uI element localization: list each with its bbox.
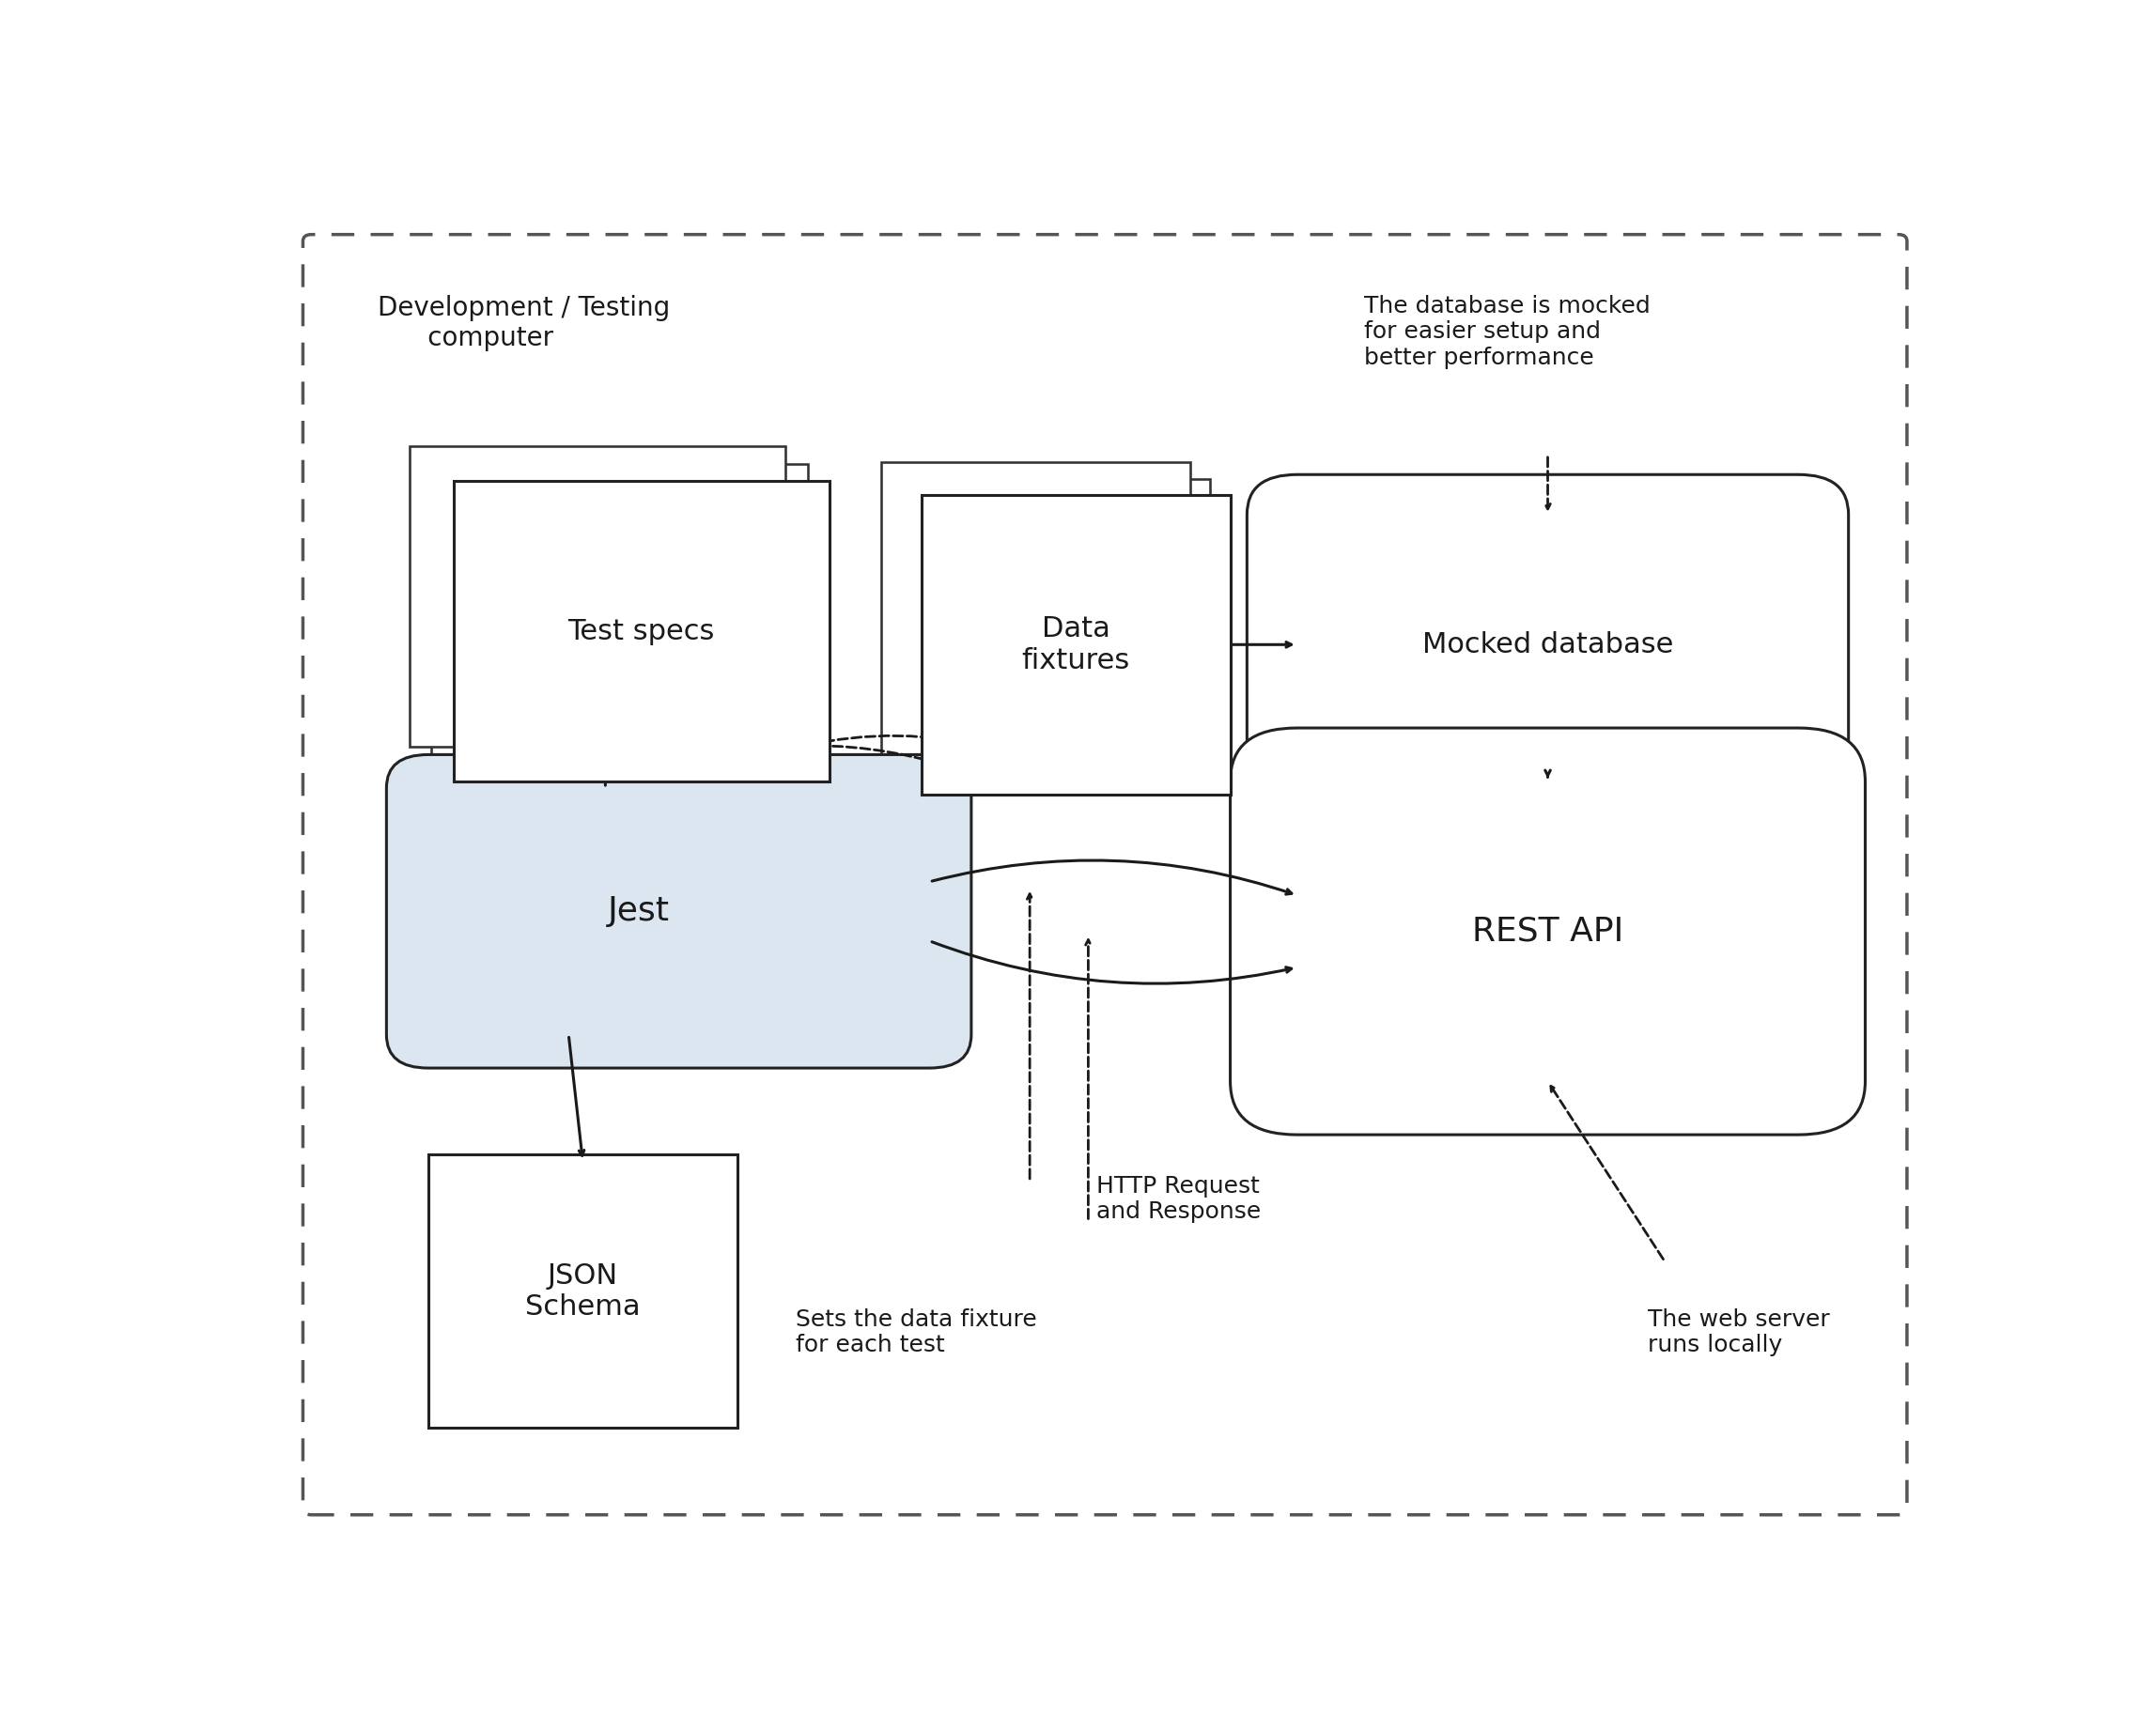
Text: Test specs: Test specs: [567, 618, 716, 644]
FancyBboxPatch shape: [921, 495, 1231, 795]
FancyBboxPatch shape: [429, 1155, 737, 1429]
FancyBboxPatch shape: [453, 481, 830, 781]
FancyBboxPatch shape: [1231, 727, 1865, 1134]
Text: Jest: Jest: [608, 895, 671, 927]
Text: The web server
runs locally: The web server runs locally: [1647, 1308, 1830, 1356]
Text: JSON
Schema: JSON Schema: [526, 1263, 640, 1322]
FancyBboxPatch shape: [302, 234, 1906, 1516]
Text: The database is mocked
for easier setup and
better performance: The database is mocked for easier setup …: [1365, 294, 1649, 369]
Text: HTTP Request
and Response: HTTP Request and Response: [1097, 1174, 1261, 1223]
FancyBboxPatch shape: [410, 447, 785, 746]
FancyBboxPatch shape: [386, 755, 970, 1069]
Text: REST API: REST API: [1473, 916, 1623, 947]
Text: Development / Testing
      computer: Development / Testing computer: [377, 294, 671, 352]
FancyBboxPatch shape: [882, 462, 1190, 762]
Text: Sets the data fixture
for each test: Sets the data fixture for each test: [796, 1308, 1037, 1356]
Text: Data
fixtures: Data fixtures: [1022, 615, 1130, 674]
FancyBboxPatch shape: [1246, 475, 1848, 814]
FancyBboxPatch shape: [431, 464, 808, 764]
FancyBboxPatch shape: [901, 478, 1210, 779]
Text: Mocked database: Mocked database: [1423, 630, 1673, 658]
